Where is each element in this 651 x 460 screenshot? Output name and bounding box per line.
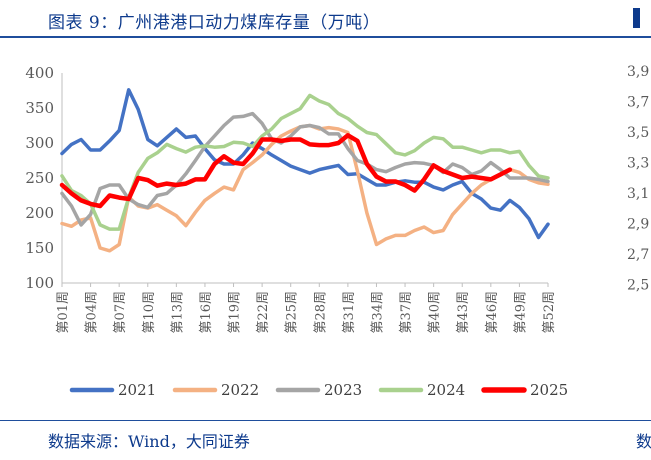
- adjacent-source-fragment: 数: [636, 432, 651, 451]
- y-tick-label: 300: [25, 134, 54, 152]
- title-underline: [0, 36, 651, 38]
- series-line-2025: [59, 133, 513, 209]
- x-tick-label: 第34周: [370, 291, 385, 334]
- series-line-2024: [60, 93, 550, 231]
- x-tick-label: 第40周: [428, 291, 443, 334]
- y-tick-label: 250: [25, 169, 54, 187]
- series-line-2023: [60, 111, 550, 227]
- x-tick-label: 第16周: [199, 291, 214, 334]
- source-note: 数据来源：Wind，大同证券: [48, 432, 250, 451]
- legend-label-2022: 2022: [221, 381, 259, 399]
- adjacent-y-tick-label: 2,5: [627, 278, 649, 294]
- adjacent-y-tick-label: 3,3: [627, 156, 649, 172]
- legend-label-2024: 2024: [427, 381, 465, 399]
- x-tick-label: 第43周: [456, 291, 471, 334]
- x-tick-label: 第10周: [142, 291, 157, 334]
- x-tick-label: 第13周: [170, 291, 185, 334]
- x-tick-label: 第52周: [542, 291, 557, 334]
- legend-label-2025: 2025: [530, 381, 568, 399]
- x-tick-label: 第22周: [256, 291, 271, 334]
- y-tick-label: 200: [25, 204, 54, 222]
- adjacent-figure-title-marker: [633, 8, 640, 28]
- chart-legend: 2021 2022 2023 2024 2025: [69, 381, 568, 399]
- x-tick-label: 第46周: [485, 291, 500, 334]
- y-tick-label: 400: [25, 64, 54, 82]
- x-tick-label: 第19周: [228, 291, 243, 334]
- adjacent-y-tick-label: 2,7: [627, 247, 649, 263]
- x-tick-label: 第07周: [113, 291, 128, 334]
- adjacent-y-tick-label: 3,5: [627, 125, 649, 141]
- x-tick-label: 第04周: [85, 291, 100, 334]
- y-tick-label: 100: [25, 274, 54, 292]
- x-tick-label: 第49周: [513, 291, 528, 334]
- legend-label-2021: 2021: [118, 381, 156, 399]
- y-tick-label: 150: [25, 239, 54, 257]
- x-tick-label: 第28周: [313, 291, 328, 334]
- series-lines: [59, 88, 550, 253]
- series-line-2021: [60, 88, 550, 240]
- source-rule: [0, 420, 651, 421]
- figure-title: 图表 9：广州港港口动力煤库存量（万吨）: [48, 13, 381, 33]
- x-tick-label: 第01周: [56, 291, 71, 334]
- x-axis-tick-labels: 第01周 第04周 第07周 第10周 第13周 第16周 第19周 第22周 第25周 第28周…: [56, 283, 557, 334]
- adjacent-y-tick-label: 3,1: [627, 186, 649, 202]
- adjacent-y-tick-label: 2,9: [627, 217, 649, 233]
- legend-label-2023: 2023: [324, 381, 362, 399]
- adjacent-y-tick-label: 3,9: [627, 64, 649, 80]
- x-tick-label: 第31周: [342, 291, 357, 334]
- y-tick-label: 350: [25, 99, 54, 117]
- y-axis-tick-labels: 100 150 200 250 300 350 400: [25, 64, 54, 292]
- adjacent-chart-y-ticks: 3,9 3,7 3,5 3,3 3,1 2,9 2,7 2,5: [627, 64, 649, 294]
- adjacent-y-tick-label: 3,7: [627, 95, 649, 111]
- x-tick-label: 第25周: [285, 291, 300, 334]
- x-tick-label: 第37周: [399, 291, 414, 334]
